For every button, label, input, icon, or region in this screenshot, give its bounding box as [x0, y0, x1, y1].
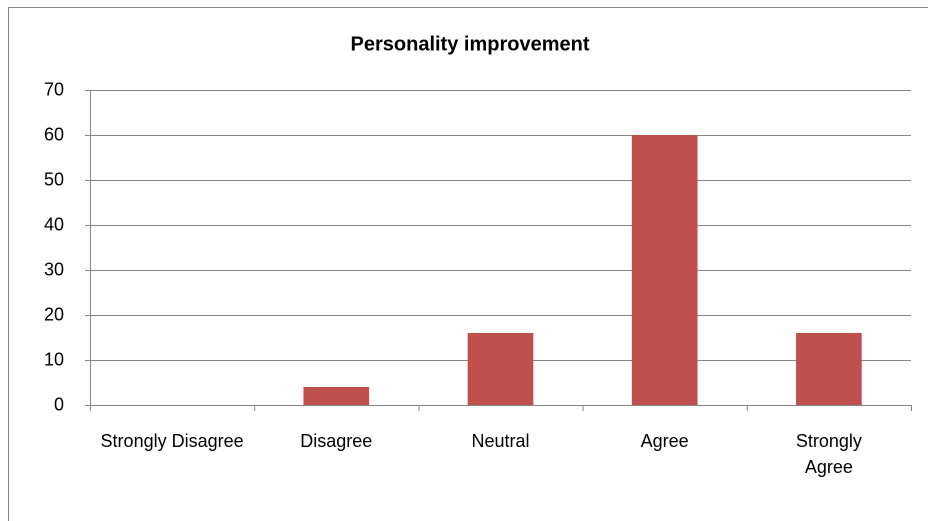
- chart-border: [8, 7, 928, 521]
- bar: [303, 387, 370, 405]
- y-tick-label: 40: [44, 214, 64, 234]
- y-tick-label: 20: [44, 304, 64, 324]
- chart-title: Personality improvement: [351, 33, 590, 55]
- bar: [796, 333, 862, 405]
- y-tick-label: 0: [54, 394, 64, 414]
- bar: [631, 135, 698, 405]
- x-tick-label: Agree: [640, 431, 689, 451]
- y-tick-label: 50: [44, 169, 64, 189]
- y-tick-label: 10: [44, 349, 64, 369]
- x-tick-label: Strongly Agree: [795, 431, 862, 477]
- y-tick-label: 70: [44, 79, 64, 99]
- bar: [467, 333, 534, 405]
- x-tick-label: Neutral: [471, 431, 530, 451]
- x-tick-label: Disagree: [300, 431, 373, 451]
- y-tick-label: 30: [44, 259, 64, 279]
- y-tick-label: 60: [44, 124, 64, 144]
- x-tick-label: Strongly Disagree: [100, 431, 244, 451]
